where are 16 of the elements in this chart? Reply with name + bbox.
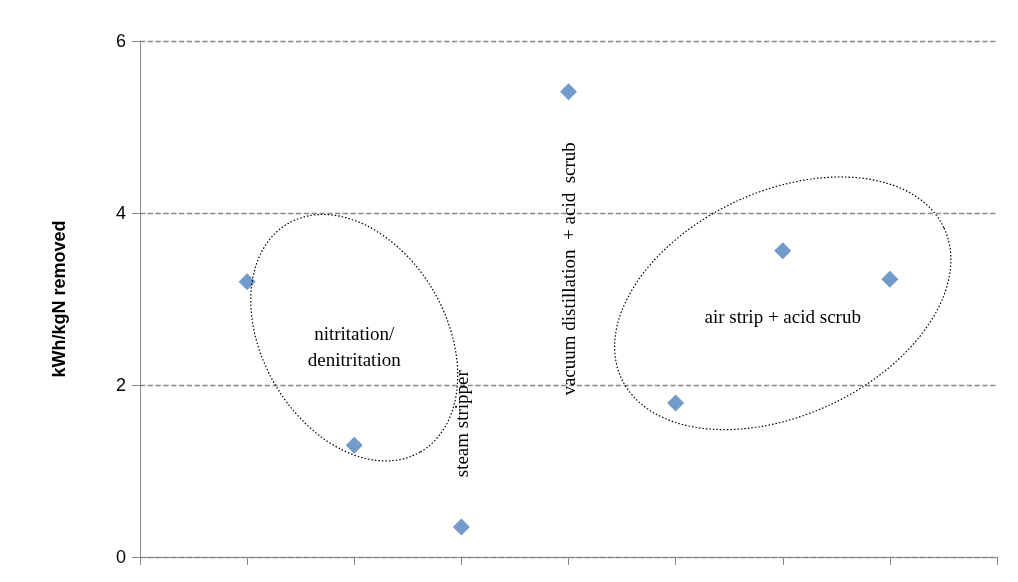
point xyxy=(452,518,470,536)
y-tick-label: 0 xyxy=(115,547,126,567)
y-tick-label: 2 xyxy=(115,375,126,395)
annotation: air strip + acid scrub xyxy=(704,305,861,327)
point xyxy=(667,394,685,412)
point xyxy=(345,436,363,454)
point xyxy=(238,273,256,291)
y-tick-label: 4 xyxy=(115,203,126,223)
point xyxy=(881,270,899,288)
y-tick-label: 6 xyxy=(115,31,126,51)
point xyxy=(560,83,577,101)
annotation: steam stripper xyxy=(450,369,472,478)
annotation: vacuum distillation + acid scrub xyxy=(558,142,579,396)
annotation: nitritation/ denitritation xyxy=(307,322,402,370)
y-axis-title: kWh/kgN removed xyxy=(49,220,69,378)
point xyxy=(774,242,792,260)
